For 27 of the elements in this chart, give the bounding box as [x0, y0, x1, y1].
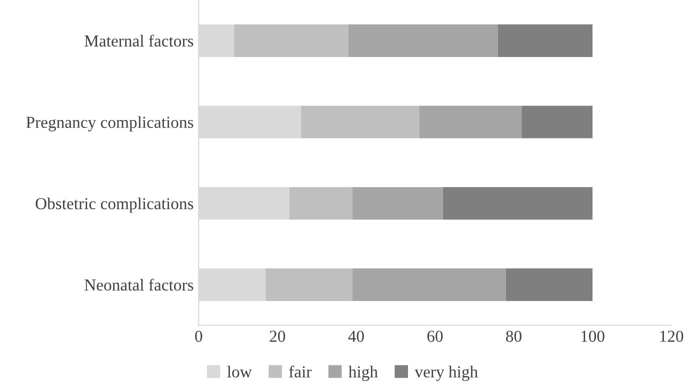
- bar: [234, 24, 348, 57]
- x-tick-label: 0: [195, 330, 202, 342]
- y-tick-label: Maternal factors: [84, 34, 194, 47]
- y-tick-label: Pregnancy complications: [26, 116, 194, 132]
- bar: [352, 268, 506, 301]
- bar: [506, 268, 593, 301]
- bar: [498, 24, 593, 57]
- legend-label: very high: [414, 366, 478, 381]
- bar: [301, 106, 420, 138]
- bar: [266, 268, 352, 301]
- bar: [352, 187, 443, 220]
- x-tick-label: 100: [581, 330, 604, 342]
- y-tick-label: Obstetric complications: [36, 198, 194, 213]
- bar: [289, 187, 352, 220]
- legend-label: high: [348, 366, 378, 381]
- legend-label: low: [227, 366, 252, 378]
- x-tick-label: 80: [506, 330, 522, 342]
- legend-label: fair: [289, 366, 312, 378]
- bar: [348, 24, 498, 57]
- x-tick-label: 40: [348, 330, 364, 342]
- bar: [419, 106, 522, 138]
- x-tick-label: 20: [270, 330, 286, 342]
- x-tick-label: 60: [427, 330, 443, 342]
- x-tick-label: 120: [660, 330, 684, 342]
- y-tick-label: Neonatal factors: [84, 278, 194, 291]
- bar: [442, 187, 593, 220]
- bar: [522, 106, 593, 138]
